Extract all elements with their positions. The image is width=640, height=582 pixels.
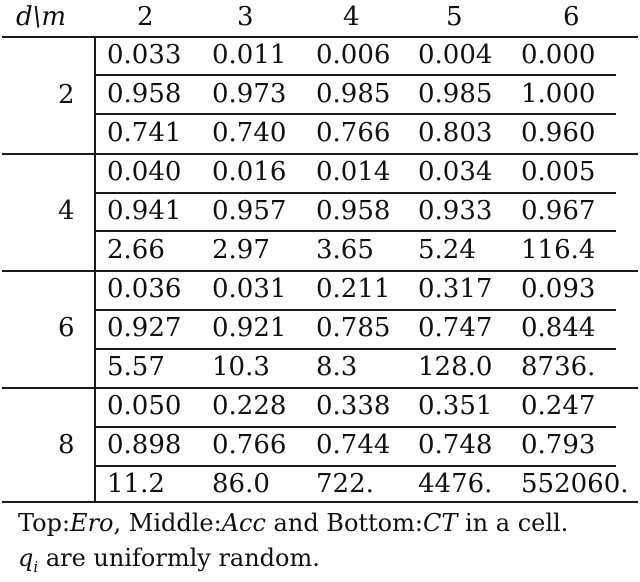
table-cell: 0.957	[212, 196, 287, 226]
col-header-5: 5	[446, 2, 463, 32]
table-cell: 1.000	[521, 79, 596, 109]
caption-line-1: Top:Ero, Middle:Acc and Bottom:CT in a c…	[18, 508, 568, 538]
rule-bottom	[2, 501, 638, 503]
table-cell: 116.4	[521, 235, 596, 265]
table-cell: 0.036	[107, 274, 182, 304]
col-header-2: 2	[137, 2, 154, 32]
group-label-d: 6	[58, 313, 75, 343]
caption-bottom-label: and Bottom:	[265, 509, 423, 537]
table-cell: 0.031	[212, 274, 287, 304]
table-cell: 0.747	[418, 313, 493, 343]
col-header-6: 6	[563, 2, 580, 32]
table-cell: 722.	[316, 469, 374, 499]
table-cell: 0.985	[418, 79, 493, 109]
col-header-3: 3	[237, 2, 254, 32]
table-cell: 3.65	[316, 235, 374, 265]
table-cell: 0.927	[107, 313, 182, 343]
rule-group-8	[2, 387, 638, 389]
table-cell: 0.898	[107, 430, 182, 460]
group-label-d: 2	[58, 80, 75, 110]
table-cell: 0.967	[521, 196, 596, 226]
table-cell: 0.740	[212, 118, 287, 148]
table-cell: 11.2	[107, 469, 165, 499]
table-cell: 0.766	[316, 118, 391, 148]
caption-ero: Ero	[70, 509, 114, 537]
rule-group-4-a	[96, 192, 616, 194]
caption-end: in a cell.	[457, 509, 569, 537]
table-cell: 0.785	[316, 313, 391, 343]
table-cell: 0.744	[316, 430, 391, 460]
table-cell: 552060.	[521, 469, 629, 499]
table-cell: 5.24	[418, 235, 476, 265]
table-cell: 0.748	[418, 430, 493, 460]
table-cell: 86.0	[212, 469, 270, 499]
rule-group-2-b	[96, 113, 616, 115]
rule-group-8-a	[96, 426, 616, 428]
table-cell: 0.317	[418, 274, 493, 304]
table-cell: 10.3	[212, 352, 270, 382]
group-label-d: 4	[58, 196, 75, 226]
label-column-separator	[94, 36, 96, 501]
caption-top-label: Top:	[18, 509, 71, 537]
table-cell: 0.040	[107, 157, 182, 187]
table-cell: 128.0	[418, 352, 493, 382]
table-cell: 0.941	[107, 196, 182, 226]
table-cell: 0.033	[107, 40, 182, 70]
corner-header-text: d\m	[16, 2, 67, 32]
table-cell: 0.921	[212, 313, 287, 343]
rule-group-4	[2, 153, 638, 155]
col-header-4: 4	[343, 2, 360, 32]
rule-group-8-b	[96, 465, 616, 467]
caption-q-sub: i	[33, 557, 39, 576]
table-cell: 0.211	[316, 274, 391, 304]
table-cell: 0.016	[212, 157, 287, 187]
table-cell: 0.011	[212, 40, 287, 70]
table-cell: 0.844	[521, 313, 596, 343]
table-cell: 0.014	[316, 157, 391, 187]
caption-acc: Acc	[221, 509, 266, 537]
table-cell: 0.958	[316, 196, 391, 226]
caption-q: q	[18, 544, 34, 572]
table-cell: 0.034	[418, 157, 493, 187]
table-cell: 0.933	[418, 196, 493, 226]
table-cell: 0.000	[521, 40, 596, 70]
caption-middle-label: , Middle:	[113, 509, 222, 537]
rule-group-2-a	[96, 74, 616, 76]
table-cell: 0.960	[521, 118, 596, 148]
table-cell: 0.793	[521, 430, 596, 460]
group-label-d: 8	[58, 430, 75, 460]
table-cell: 0.741	[107, 118, 182, 148]
table-cell: 0.803	[418, 118, 493, 148]
table-cell: 0.004	[418, 40, 493, 70]
table-cell: 4476.	[418, 469, 493, 499]
table-cell: 0.228	[212, 391, 287, 421]
table-cell: 5.57	[107, 352, 165, 382]
caption-ct: CT	[422, 509, 458, 537]
table-cell: 0.247	[521, 391, 596, 421]
table-cell: 0.973	[212, 79, 287, 109]
rule-header	[2, 36, 638, 38]
caption-line-2: qi are uniformly random.	[18, 543, 320, 582]
table-cell: 0.006	[316, 40, 391, 70]
table-cell: 8736.	[521, 352, 596, 382]
table-cell: 0.005	[521, 157, 596, 187]
table-cell: 0.958	[107, 79, 182, 109]
table-cell: 0.093	[521, 274, 596, 304]
table-cell: 8.3	[316, 352, 358, 382]
table-cell: 2.66	[107, 235, 165, 265]
table-cell: 0.351	[418, 391, 493, 421]
table-cell: 0.985	[316, 79, 391, 109]
rule-group-4-b	[96, 230, 616, 232]
table-cell: 0.050	[107, 391, 182, 421]
table-cell: 0.338	[316, 391, 391, 421]
rule-group-6	[2, 270, 638, 272]
caption-rest: are uniformly random.	[38, 544, 320, 572]
table-cell: 2.97	[212, 235, 270, 265]
table-cell: 0.766	[212, 430, 287, 460]
rule-group-6-a	[96, 309, 616, 311]
corner-header: d\m	[16, 2, 66, 32]
rule-group-6-b	[96, 348, 616, 350]
